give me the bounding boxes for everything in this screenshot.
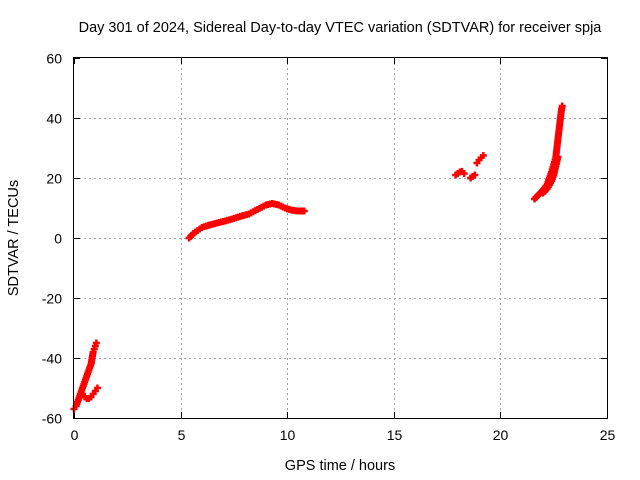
data-point	[92, 339, 100, 347]
y-tick-label: 60	[46, 51, 62, 67]
series-arc-3c	[473, 152, 487, 167]
x-tick-label: 20	[493, 427, 509, 443]
data-point	[460, 170, 468, 177]
series-arc-3a	[452, 167, 468, 179]
x-tick-labels: 0 5 10 15 20 25	[71, 427, 616, 443]
x-axis-label: GPS time / hours	[285, 458, 395, 474]
series-arc-1b	[79, 384, 101, 402]
y-tick-label: -60	[42, 411, 62, 427]
y-tick-label: -40	[42, 351, 62, 367]
data-point	[93, 384, 101, 392]
data-point	[558, 102, 566, 110]
series-arc-3b	[467, 171, 479, 182]
series-arc-4b	[539, 153, 562, 197]
series-arc-1a	[70, 339, 100, 413]
data-points	[70, 102, 566, 413]
y-tick-label: 0	[54, 231, 62, 247]
x-tick-label: 10	[280, 427, 296, 443]
data-point	[554, 153, 562, 161]
data-point	[300, 207, 308, 215]
y-tick-label: -20	[42, 291, 62, 307]
x-tick-label: 15	[387, 427, 403, 443]
x-tick-label: 25	[600, 427, 616, 443]
x-tick-label: 5	[178, 427, 186, 443]
plot-frame	[73, 57, 608, 419]
y-tick-label: 40	[46, 111, 62, 127]
x-tick-label: 0	[71, 427, 79, 443]
grid	[74, 58, 607, 418]
data-point	[471, 171, 479, 179]
data-point	[479, 152, 487, 159]
y-axis-label: SDTVAR / TECUs	[6, 180, 22, 296]
series-arc-2	[185, 200, 308, 242]
y-tick-label: 20	[46, 171, 62, 187]
chart-title: Day 301 of 2024, Sidereal Day-to-day VTE…	[79, 20, 603, 36]
y-tick-labels: -60 -40 -20 0 20 40 60	[42, 51, 62, 427]
